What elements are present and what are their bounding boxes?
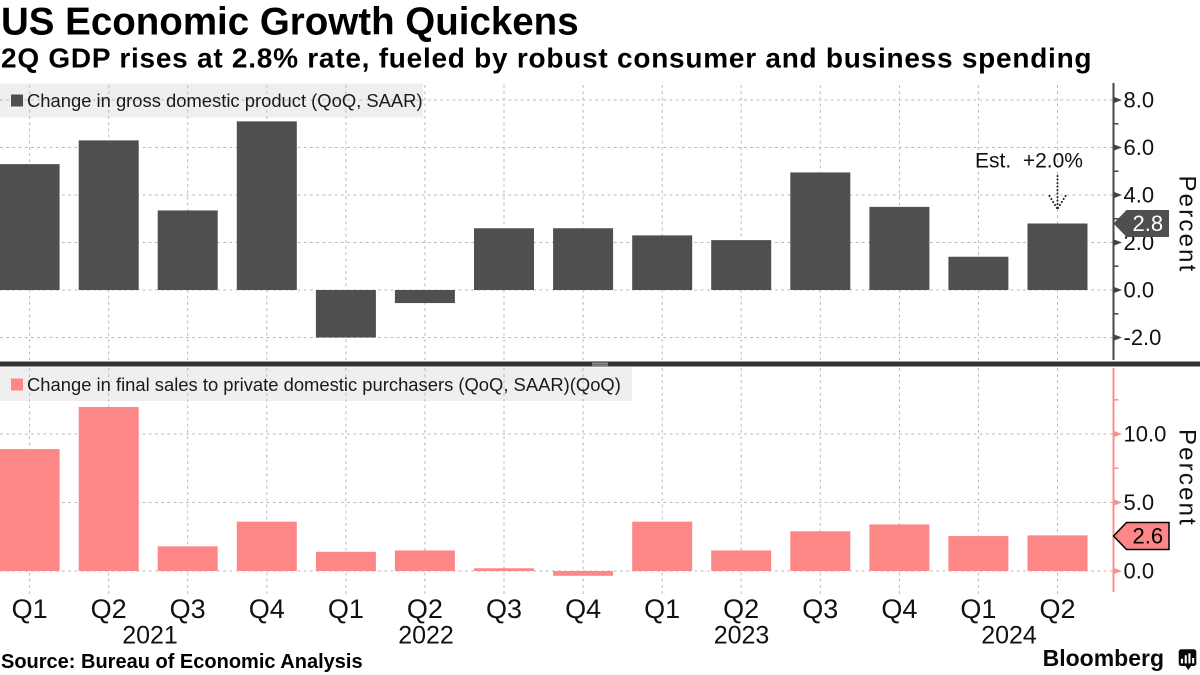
svg-text:2.8: 2.8 [1133, 211, 1164, 236]
svg-text:10.0: 10.0 [1124, 422, 1167, 447]
svg-text:Percent: Percent [1174, 175, 1200, 273]
svg-text:Q2: Q2 [407, 594, 443, 624]
svg-text:2024: 2024 [981, 622, 1037, 650]
svg-text:2023: 2023 [714, 622, 770, 650]
svg-text:0.0: 0.0 [1124, 559, 1155, 584]
svg-text:Q3: Q3 [802, 594, 838, 624]
svg-text:Est. +2.0%: Est. +2.0% [975, 150, 1083, 173]
svg-text:2Q GDP rises at 2.8% rate, fue: 2Q GDP rises at 2.8% rate, fueled by rob… [1, 43, 1092, 74]
svg-text:US Economic Growth Quickens: US Economic Growth Quickens [1, 1, 579, 44]
svg-text:Percent: Percent [1174, 429, 1200, 527]
svg-text:Q4: Q4 [249, 594, 285, 624]
svg-text:Q2: Q2 [723, 594, 759, 624]
svg-text:Q1: Q1 [328, 594, 364, 624]
svg-text:Q4: Q4 [881, 594, 917, 624]
svg-text:2.6: 2.6 [1133, 524, 1164, 549]
svg-text:Q2: Q2 [91, 594, 127, 624]
svg-text:-2.0: -2.0 [1124, 325, 1162, 350]
svg-text:Change in final sales to priva: Change in final sales to private domesti… [27, 374, 621, 395]
svg-text:Q3: Q3 [170, 594, 206, 624]
svg-text:Q1: Q1 [644, 594, 680, 624]
svg-text:2021: 2021 [122, 622, 178, 650]
svg-text:4.0: 4.0 [1124, 183, 1155, 208]
svg-text:8.0: 8.0 [1124, 88, 1155, 113]
svg-text:Change in gross domestic produ: Change in gross domestic product (QoQ, S… [27, 90, 423, 111]
svg-text:Q2: Q2 [1039, 594, 1075, 624]
svg-text:2022: 2022 [398, 622, 454, 650]
svg-text:Q1: Q1 [12, 594, 48, 624]
svg-text:5.0: 5.0 [1124, 490, 1155, 515]
svg-text:Bloomberg: Bloomberg [1043, 645, 1164, 671]
svg-text:Q3: Q3 [486, 594, 522, 624]
svg-text:Source: Bureau of Economic Ana: Source: Bureau of Economic Analysis [1, 651, 363, 673]
svg-text:Q4: Q4 [565, 594, 601, 624]
svg-text:Q1: Q1 [960, 594, 996, 624]
svg-text:0.0: 0.0 [1124, 278, 1155, 303]
svg-text:6.0: 6.0 [1124, 135, 1155, 160]
